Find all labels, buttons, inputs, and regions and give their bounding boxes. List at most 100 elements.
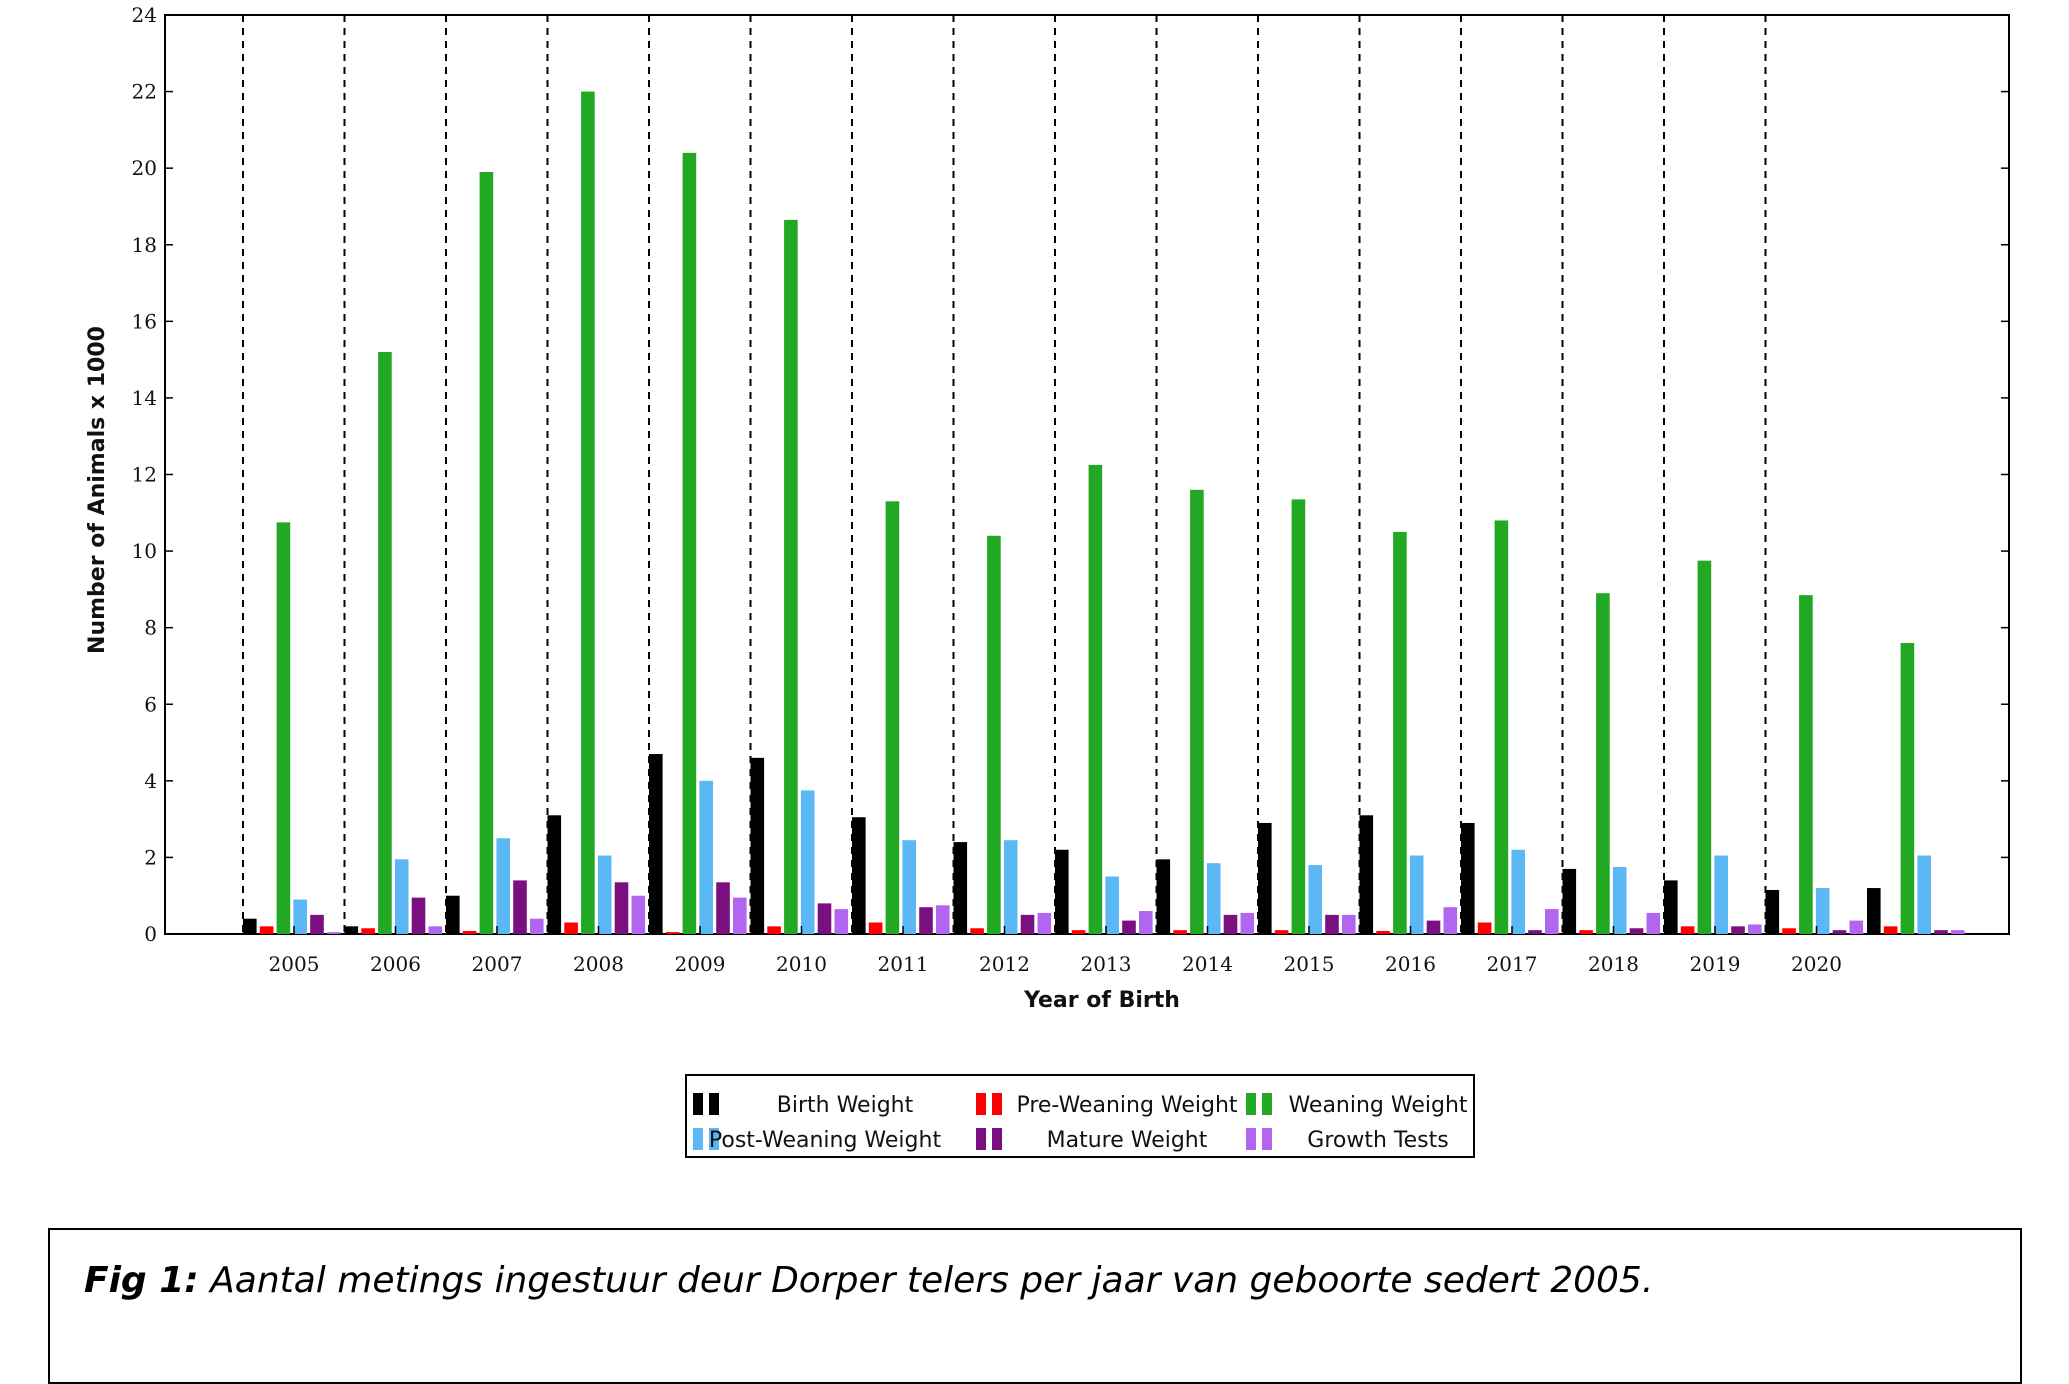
bar-pre-weaning-weight bbox=[1173, 930, 1187, 934]
bar-birth-weight bbox=[547, 815, 562, 934]
y-axis-label: Number of Animals x 1000 bbox=[85, 326, 110, 654]
x-tick-label: 2018 bbox=[1588, 952, 1639, 976]
x-tick-label: 2010 bbox=[776, 952, 827, 976]
year-separators bbox=[242, 15, 1767, 934]
x-axis-label: Year of Birth bbox=[1023, 988, 1180, 1013]
legend-swatch bbox=[693, 1128, 703, 1150]
bar-post-weaning-weight bbox=[1511, 849, 1525, 934]
y-tick-label: 14 bbox=[132, 386, 157, 410]
bar-birth-weight bbox=[953, 842, 968, 934]
bar-birth-weight bbox=[1765, 889, 1780, 934]
x-tick-label: 2008 bbox=[573, 952, 624, 976]
bar-pre-weaning-weight bbox=[868, 922, 883, 934]
x-tick-label: 2019 bbox=[1690, 952, 1741, 976]
legend-label: Post-Weaning Weight bbox=[709, 1128, 942, 1153]
bar-weaning-weight bbox=[378, 351, 392, 934]
x-tick-label: 2017 bbox=[1487, 952, 1538, 976]
bar-weaning-weight bbox=[1494, 520, 1509, 934]
bar-growth-tests bbox=[936, 905, 950, 934]
bar-birth-weight bbox=[1867, 888, 1881, 934]
plot-area bbox=[164, 14, 2010, 935]
bar-mature-weight bbox=[1325, 914, 1339, 934]
legend-label: Mature Weight bbox=[1047, 1128, 1208, 1153]
legend-swatch bbox=[992, 1128, 1002, 1150]
bar-post-weaning-weight bbox=[597, 855, 612, 934]
bar-weaning-weight bbox=[1291, 499, 1306, 934]
bar-growth-tests bbox=[1443, 907, 1458, 934]
bar-weaning-weight bbox=[885, 501, 900, 934]
y-tick-label: 6 bbox=[144, 692, 157, 716]
bar-post-weaning-weight bbox=[1409, 855, 1424, 934]
bar-growth-tests bbox=[834, 909, 849, 934]
bar-mature-weight bbox=[1731, 926, 1745, 934]
bar-pre-weaning-weight bbox=[259, 926, 274, 934]
bar-weaning-weight bbox=[1596, 593, 1610, 934]
x-tick-label: 2020 bbox=[1791, 952, 1842, 976]
legend-label: Weaning Weight bbox=[1288, 1093, 1467, 1118]
legend-swatch bbox=[709, 1093, 719, 1115]
bar-weaning-weight bbox=[1088, 464, 1103, 934]
legend-swatch bbox=[992, 1093, 1002, 1115]
bar-weaning-weight bbox=[1697, 560, 1712, 934]
x-tick-label: 2007 bbox=[472, 952, 523, 976]
bar-weaning-weight bbox=[682, 152, 697, 935]
bar-growth-tests bbox=[1037, 912, 1052, 934]
bar-weaning-weight bbox=[784, 219, 798, 934]
bar-mature-weight bbox=[1122, 920, 1136, 934]
x-tick-label: 2009 bbox=[675, 952, 726, 976]
bar-birth-weight bbox=[446, 895, 460, 934]
bar-birth-weight bbox=[1258, 822, 1272, 934]
bar-weaning-weight bbox=[581, 91, 595, 935]
bar-pre-weaning-weight bbox=[1477, 922, 1492, 934]
bar-birth-weight bbox=[750, 757, 765, 934]
bars bbox=[243, 91, 1965, 935]
legend-swatch bbox=[1262, 1093, 1272, 1115]
y-tick-label: 2 bbox=[144, 845, 157, 869]
bar-pre-weaning-weight bbox=[462, 930, 477, 934]
bar-growth-tests bbox=[1545, 909, 1559, 934]
bar-mature-weight bbox=[1020, 914, 1035, 934]
bar-pre-weaning-weight bbox=[970, 928, 984, 934]
bar-mature-weight bbox=[310, 914, 324, 934]
figure-caption: Fig 1: Aantal metings ingestuur deur Dor… bbox=[84, 1260, 1653, 1301]
y-tick-label: 8 bbox=[144, 616, 157, 640]
x-tick-label: 2014 bbox=[1182, 952, 1233, 976]
bar-post-weaning-weight bbox=[1612, 866, 1627, 934]
bar-birth-weight bbox=[243, 918, 257, 934]
bar-birth-weight bbox=[1156, 859, 1171, 934]
bar-post-weaning-weight bbox=[1206, 863, 1221, 934]
bar-mature-weight bbox=[1832, 930, 1847, 934]
bar-growth-tests bbox=[428, 926, 443, 934]
legend-swatch bbox=[1246, 1128, 1256, 1150]
bar-weaning-weight bbox=[1393, 531, 1407, 934]
legend-label: Growth Tests bbox=[1307, 1128, 1448, 1153]
x-tick-label: 2005 bbox=[269, 952, 320, 976]
bar-pre-weaning-weight bbox=[1274, 930, 1289, 934]
bar-pre-weaning-weight bbox=[1883, 926, 1898, 934]
bar-mature-weight bbox=[817, 903, 832, 934]
y-tick-label: 4 bbox=[144, 769, 157, 793]
legend-box bbox=[685, 1074, 1475, 1158]
bar-post-weaning-weight bbox=[1105, 876, 1119, 934]
x-tick-label: 2006 bbox=[370, 952, 421, 976]
bar-post-weaning-weight bbox=[1003, 840, 1018, 934]
bar-growth-tests bbox=[631, 895, 646, 934]
y-tick-label: 12 bbox=[132, 463, 157, 487]
y-tick-label: 18 bbox=[132, 233, 157, 257]
bar-birth-weight bbox=[649, 754, 663, 934]
bar-birth-weight bbox=[1359, 815, 1374, 934]
legend-label: Birth Weight bbox=[777, 1093, 914, 1118]
bar-post-weaning-weight bbox=[1917, 855, 1931, 934]
x-tick-label: 2016 bbox=[1385, 952, 1436, 976]
legend-swatch bbox=[976, 1093, 986, 1115]
bar-birth-weight bbox=[1562, 868, 1577, 934]
bar-pre-weaning-weight bbox=[665, 932, 680, 934]
bar-mature-weight bbox=[411, 897, 426, 934]
bar-growth-tests bbox=[1849, 920, 1864, 934]
bar-post-weaning-weight bbox=[1714, 855, 1728, 934]
x-axis-ticks: 2005 2006 2007 2008 2009 2010 2011 2012 2013 2014… bbox=[269, 926, 1842, 976]
bar-mature-weight bbox=[919, 907, 933, 934]
bar-weaning-weight bbox=[479, 171, 494, 934]
